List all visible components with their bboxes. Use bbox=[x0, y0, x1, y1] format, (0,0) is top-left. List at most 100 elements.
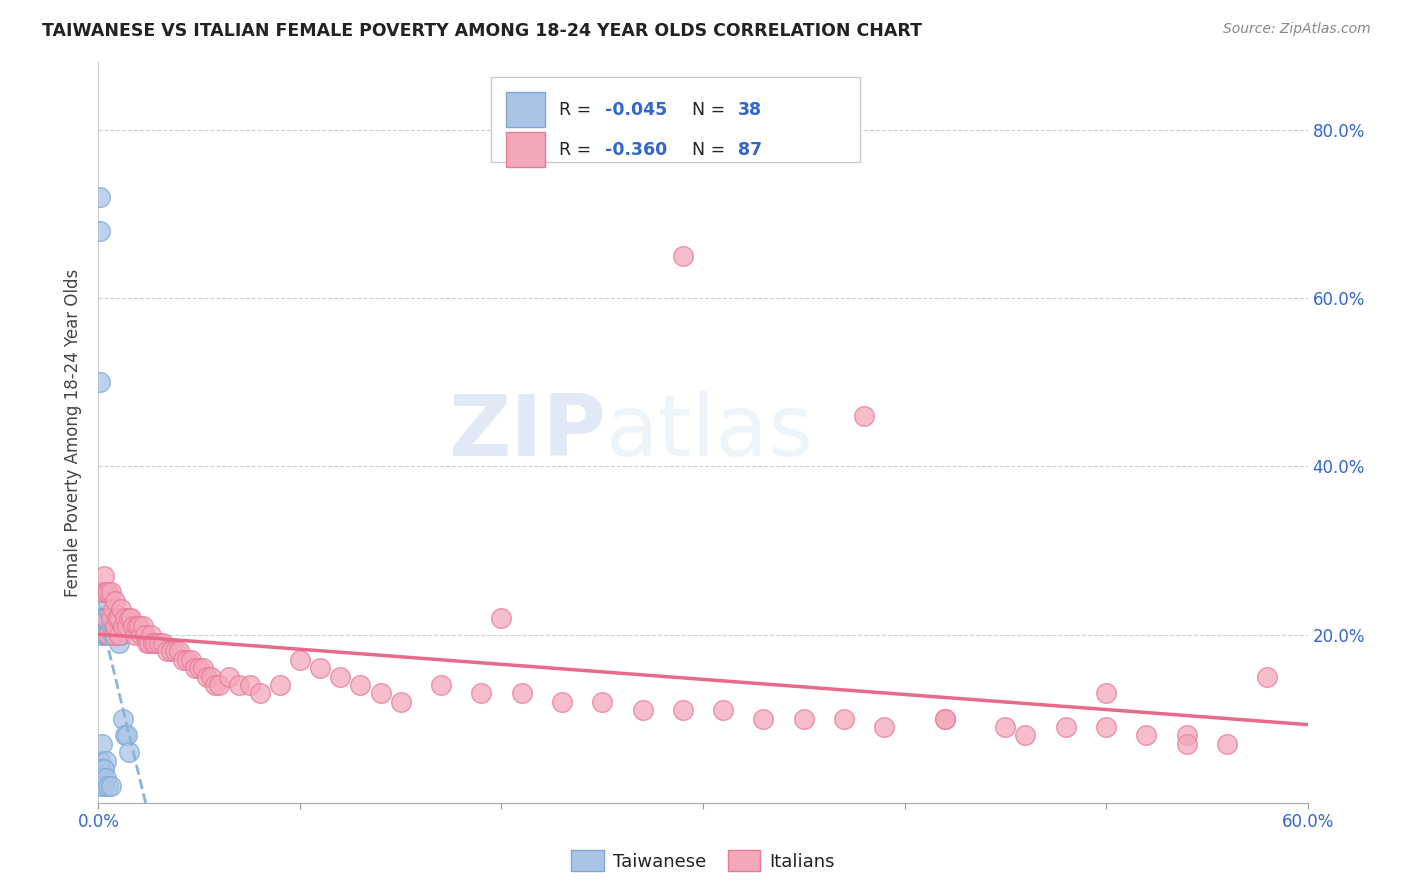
Point bbox=[103, 594, 125, 608]
Point bbox=[176, 653, 198, 667]
Point bbox=[93, 585, 115, 599]
Point bbox=[491, 610, 513, 624]
Point bbox=[470, 686, 492, 700]
Point bbox=[249, 686, 271, 700]
Point bbox=[121, 619, 143, 633]
Point bbox=[101, 627, 124, 641]
Point bbox=[180, 653, 202, 667]
Point bbox=[100, 585, 122, 599]
Point bbox=[167, 644, 190, 658]
Point bbox=[114, 610, 136, 624]
Point bbox=[91, 585, 114, 599]
Point bbox=[329, 670, 352, 684]
Point bbox=[97, 627, 120, 641]
Point bbox=[93, 610, 115, 624]
Point bbox=[873, 720, 896, 734]
Point bbox=[208, 678, 231, 692]
Point bbox=[110, 627, 132, 641]
Point bbox=[101, 602, 124, 616]
Point bbox=[370, 686, 392, 700]
FancyBboxPatch shape bbox=[492, 78, 860, 162]
Point bbox=[139, 627, 162, 641]
Point bbox=[103, 627, 125, 641]
Point bbox=[193, 661, 215, 675]
Text: R =: R = bbox=[560, 101, 598, 119]
Point bbox=[125, 619, 148, 633]
Point bbox=[200, 670, 222, 684]
Point bbox=[430, 678, 453, 692]
Point bbox=[156, 644, 179, 658]
Point bbox=[148, 636, 170, 650]
Point bbox=[91, 737, 114, 751]
Point bbox=[89, 190, 111, 204]
Point bbox=[120, 610, 142, 624]
Text: ZIP: ZIP bbox=[449, 391, 606, 475]
Point bbox=[93, 568, 115, 582]
Point bbox=[195, 670, 218, 684]
Point bbox=[853, 409, 876, 423]
Point bbox=[124, 627, 146, 641]
Point bbox=[188, 661, 211, 675]
Point bbox=[101, 610, 124, 624]
Point bbox=[672, 703, 695, 717]
Point bbox=[91, 771, 114, 785]
Point bbox=[934, 712, 956, 726]
Point bbox=[204, 678, 226, 692]
Point bbox=[389, 695, 412, 709]
Point bbox=[711, 703, 734, 717]
Text: 87: 87 bbox=[738, 141, 762, 159]
Point bbox=[91, 627, 114, 641]
Point bbox=[107, 636, 129, 650]
Text: Source: ZipAtlas.com: Source: ZipAtlas.com bbox=[1223, 22, 1371, 37]
Point bbox=[832, 712, 855, 726]
Text: N =: N = bbox=[692, 101, 731, 119]
Legend: Taiwanese, Italians: Taiwanese, Italians bbox=[564, 843, 842, 879]
Point bbox=[152, 636, 174, 650]
Point bbox=[163, 644, 186, 658]
Point bbox=[93, 762, 115, 776]
Point bbox=[96, 610, 118, 624]
Point bbox=[172, 653, 194, 667]
Point bbox=[135, 636, 157, 650]
Text: atlas: atlas bbox=[606, 391, 814, 475]
Point bbox=[1054, 720, 1077, 734]
Point bbox=[89, 754, 111, 768]
Point bbox=[128, 619, 150, 633]
Point bbox=[349, 678, 371, 692]
Text: N =: N = bbox=[692, 141, 731, 159]
Point bbox=[510, 686, 533, 700]
Point bbox=[96, 585, 118, 599]
Point bbox=[309, 661, 332, 675]
Point bbox=[101, 627, 124, 641]
Point bbox=[160, 644, 183, 658]
Point bbox=[96, 771, 118, 785]
Point bbox=[115, 619, 138, 633]
Point bbox=[89, 375, 111, 389]
Point bbox=[100, 610, 122, 624]
Point bbox=[105, 627, 128, 641]
Point bbox=[1175, 729, 1198, 743]
Point bbox=[129, 627, 152, 641]
Point bbox=[114, 729, 136, 743]
Point bbox=[89, 610, 111, 624]
Point bbox=[107, 610, 129, 624]
Point bbox=[239, 678, 262, 692]
Point bbox=[91, 610, 114, 624]
Point bbox=[105, 610, 128, 624]
Point bbox=[110, 602, 132, 616]
Point bbox=[93, 627, 115, 641]
Point bbox=[97, 779, 120, 793]
Text: R =: R = bbox=[560, 141, 598, 159]
Point bbox=[89, 779, 111, 793]
Point bbox=[97, 594, 120, 608]
Point bbox=[96, 627, 118, 641]
FancyBboxPatch shape bbox=[506, 92, 544, 128]
Point bbox=[118, 745, 141, 759]
Point bbox=[93, 779, 115, 793]
Point bbox=[89, 224, 111, 238]
Point bbox=[1175, 737, 1198, 751]
Point bbox=[103, 619, 125, 633]
Point bbox=[91, 585, 114, 599]
Text: -0.360: -0.360 bbox=[605, 141, 668, 159]
FancyBboxPatch shape bbox=[506, 132, 544, 168]
